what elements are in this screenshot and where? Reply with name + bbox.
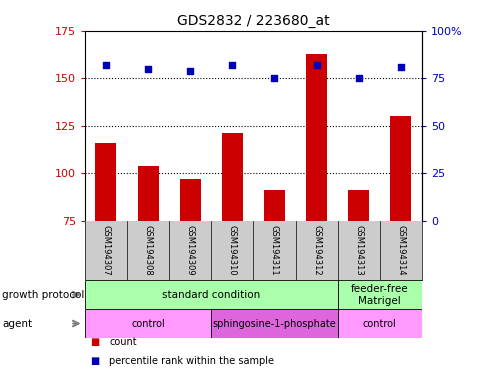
Text: sphingosine-1-phosphate: sphingosine-1-phosphate bbox=[212, 318, 336, 329]
Text: standard condition: standard condition bbox=[162, 290, 260, 300]
Bar bbox=[221, 133, 242, 221]
Text: GSM194309: GSM194309 bbox=[185, 225, 194, 276]
Text: ■: ■ bbox=[90, 337, 99, 347]
Text: GSM194312: GSM194312 bbox=[312, 225, 320, 276]
Point bbox=[186, 68, 194, 74]
Text: GSM194307: GSM194307 bbox=[101, 225, 110, 276]
Bar bbox=[305, 53, 327, 221]
Point bbox=[354, 75, 362, 81]
Bar bbox=[85, 280, 337, 309]
Text: GSM194313: GSM194313 bbox=[353, 225, 363, 276]
Text: GSM194310: GSM194310 bbox=[227, 225, 236, 276]
Title: GDS2832 / 223680_at: GDS2832 / 223680_at bbox=[177, 14, 329, 28]
Bar bbox=[348, 190, 368, 221]
Text: agent: agent bbox=[2, 318, 32, 329]
Point bbox=[144, 66, 151, 72]
Point bbox=[270, 75, 278, 81]
Text: growth protocol: growth protocol bbox=[2, 290, 85, 300]
Bar bbox=[390, 116, 410, 221]
Text: control: control bbox=[362, 318, 396, 329]
Text: ■: ■ bbox=[90, 356, 99, 366]
Point bbox=[102, 62, 109, 68]
Text: GSM194308: GSM194308 bbox=[143, 225, 152, 276]
Bar bbox=[137, 166, 158, 221]
Text: count: count bbox=[109, 337, 136, 347]
Text: feeder-free
Matrigel: feeder-free Matrigel bbox=[350, 284, 408, 306]
Bar bbox=[337, 309, 421, 338]
Point bbox=[312, 62, 320, 68]
Text: control: control bbox=[131, 318, 165, 329]
Text: GSM194311: GSM194311 bbox=[270, 225, 278, 276]
Bar bbox=[85, 309, 211, 338]
Bar bbox=[95, 143, 116, 221]
Bar bbox=[337, 280, 421, 309]
Point bbox=[396, 64, 404, 70]
Bar bbox=[179, 179, 200, 221]
Point bbox=[228, 62, 236, 68]
Text: GSM194314: GSM194314 bbox=[395, 225, 405, 276]
Bar bbox=[263, 190, 285, 221]
Bar bbox=[211, 309, 337, 338]
Text: percentile rank within the sample: percentile rank within the sample bbox=[109, 356, 273, 366]
